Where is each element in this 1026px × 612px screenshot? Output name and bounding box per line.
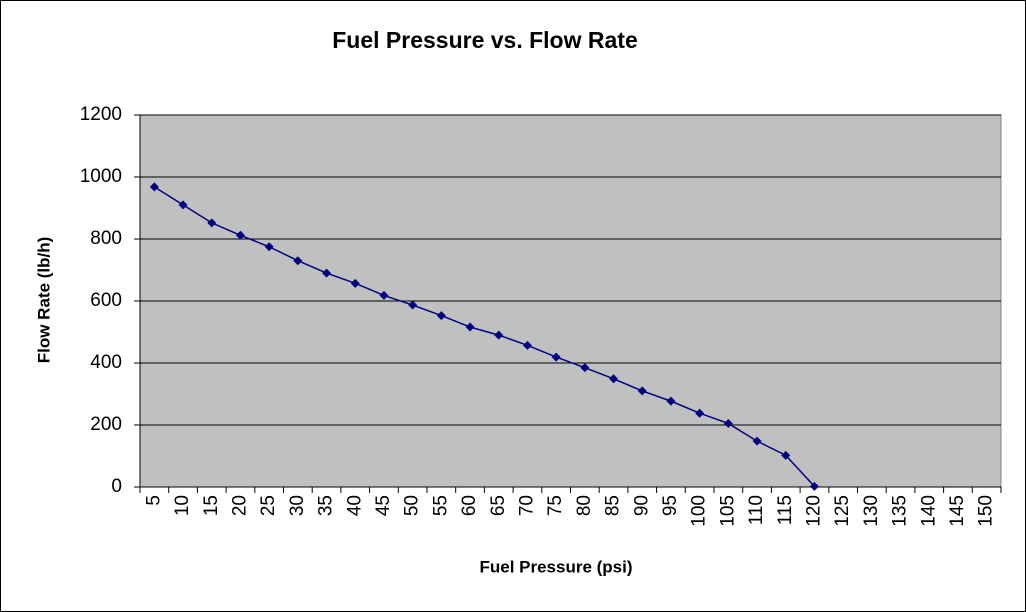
y-tick-label: 1200 xyxy=(80,104,122,125)
x-tick-label: 20 xyxy=(229,495,250,516)
x-tick-label: 105 xyxy=(717,495,738,527)
y-tick-label: 600 xyxy=(90,290,122,311)
data-point xyxy=(322,268,332,278)
x-tick-label: 125 xyxy=(832,495,853,527)
x-tick-label: 115 xyxy=(775,495,796,525)
data-point xyxy=(723,418,733,428)
x-tick-label: 150 xyxy=(976,495,997,527)
data-point xyxy=(752,436,762,446)
x-tick-label: 140 xyxy=(918,495,939,527)
data-point xyxy=(379,290,389,300)
x-tick-label: 30 xyxy=(287,495,308,516)
data-point xyxy=(436,311,446,321)
x-tick-label: 65 xyxy=(488,495,509,516)
data-point xyxy=(809,481,819,491)
series-line xyxy=(153,186,816,487)
data-point xyxy=(264,242,274,252)
y-tick-label: 200 xyxy=(90,414,122,435)
data-point xyxy=(637,386,647,396)
data-point xyxy=(408,300,418,310)
chart-title: Fuel Pressure vs. Flow Rate xyxy=(332,27,638,53)
data-point xyxy=(207,218,217,228)
data-point xyxy=(293,256,303,266)
x-tick-label: 145 xyxy=(947,495,968,527)
data-point xyxy=(494,330,504,340)
x-tick-label: 90 xyxy=(631,495,652,516)
x-tick-label: 10 xyxy=(172,495,193,516)
data-point xyxy=(666,396,676,406)
x-tick-label: 25 xyxy=(258,495,279,516)
data-point xyxy=(465,322,475,332)
x-tick-label: 85 xyxy=(603,495,624,516)
y-axis-label: Flow Rate (lb/h) xyxy=(34,237,53,364)
data-point xyxy=(580,363,590,373)
y-tick-label: 800 xyxy=(90,228,122,249)
x-tick-label: 50 xyxy=(402,495,423,516)
x-tick-label: 40 xyxy=(344,495,365,516)
data-point xyxy=(781,450,791,460)
x-tick-label: 120 xyxy=(803,495,824,527)
x-axis-label: Fuel Pressure (psi) xyxy=(479,557,632,576)
x-tick-label: 100 xyxy=(689,495,710,527)
x-tick-label: 80 xyxy=(574,495,595,516)
x-tick-label: 60 xyxy=(459,495,480,516)
y-tick-label: 1000 xyxy=(80,166,122,187)
x-tick-label: 75 xyxy=(545,495,566,516)
x-tick-label: 135 xyxy=(890,495,911,527)
data-point xyxy=(522,340,532,350)
data-point xyxy=(149,182,159,192)
data-point xyxy=(551,352,561,362)
y-tick-label: 0 xyxy=(111,476,122,497)
y-tick-label: 400 xyxy=(90,352,122,373)
x-tick-label: 55 xyxy=(430,495,451,516)
x-tick-label: 130 xyxy=(861,495,882,527)
x-tick-label: 5 xyxy=(143,495,164,506)
x-tick-label: 95 xyxy=(660,495,681,516)
data-point xyxy=(350,278,360,288)
data-point xyxy=(695,408,705,418)
x-tick-label: 110 xyxy=(746,495,767,525)
data-point xyxy=(609,374,619,384)
x-tick-label: 15 xyxy=(201,495,222,516)
x-tick-label: 45 xyxy=(373,495,394,516)
x-tick-label: 35 xyxy=(316,495,337,516)
data-point xyxy=(235,230,245,240)
data-point xyxy=(178,200,188,210)
x-tick-label: 70 xyxy=(516,495,537,516)
